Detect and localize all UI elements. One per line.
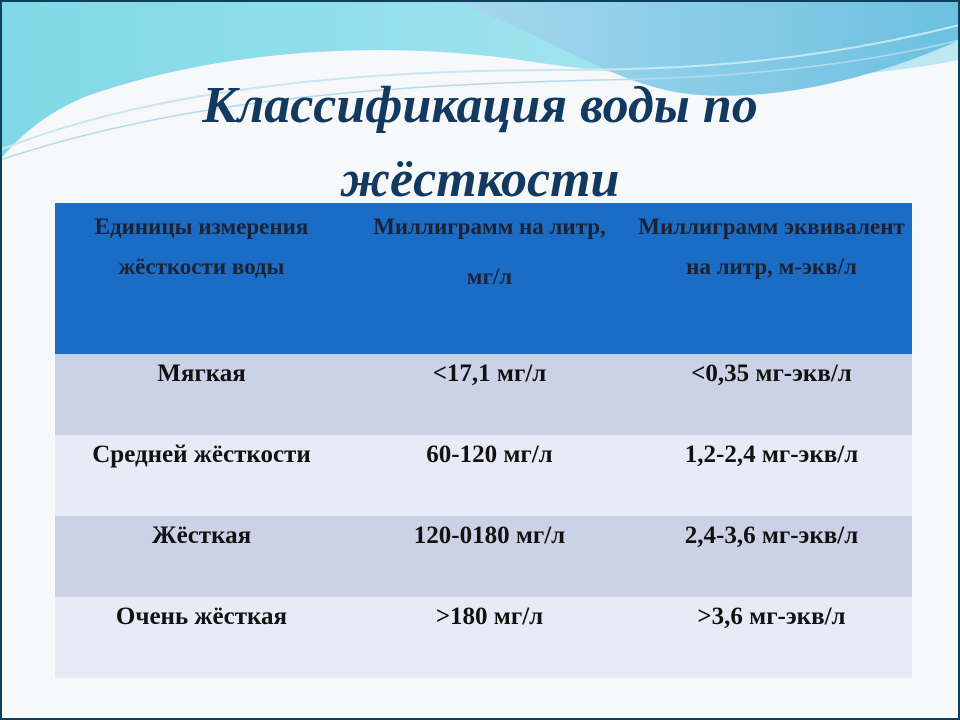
header-meq-label: Миллиграмм эквивалент на литр, м-экв/л [638, 214, 905, 279]
hardness-table: Единицы измерения жёсткости воды Миллигр… [55, 203, 912, 678]
header-mg-label: Миллиграмм на литр, [373, 214, 606, 239]
table-row: Средней жёсткости 60-120 мг/л 1,2-2,4 мг… [55, 435, 912, 516]
slide-title-line2: жёсткости [340, 151, 620, 208]
cell-mg: >180 мг/л [348, 597, 631, 678]
header-meq-per-l: Миллиграмм эквивалент на литр, м-экв/л [631, 203, 912, 354]
table-row: Очень жёсткая >180 мг/л >3,6 мг-экв/л [55, 597, 912, 678]
table-row: Жёсткая 120-0180 мг/л 2,4-3,6 мг-экв/л [55, 516, 912, 597]
cell-category: Очень жёсткая [55, 597, 348, 678]
cell-mg: 60-120 мг/л [348, 435, 631, 516]
table-header-row: Единицы измерения жёсткости воды Миллигр… [55, 203, 912, 354]
cell-category: Средней жёсткости [55, 435, 348, 516]
header-units-label: Единицы измерения жёсткости воды [94, 214, 309, 279]
cell-meq: 1,2-2,4 мг-экв/л [631, 435, 912, 516]
header-units: Единицы измерения жёсткости воды [55, 203, 348, 354]
cell-meq: <0,35 мг-экв/л [631, 354, 912, 435]
cell-mg: <17,1 мг/л [348, 354, 631, 435]
cell-meq: 2,4-3,6 мг-экв/л [631, 516, 912, 597]
header-mg-unit: мг/л [466, 264, 513, 289]
cell-meq: >3,6 мг-экв/л [631, 597, 912, 678]
cell-category: Жёсткая [55, 516, 348, 597]
header-mg-per-l: Миллиграмм на литр, мг/л [348, 203, 631, 354]
slide-title-line1: Классификация воды по [202, 77, 758, 134]
cell-mg: 120-0180 мг/л [348, 516, 631, 597]
table-row: Мягкая <17,1 мг/л <0,35 мг-экв/л [55, 354, 912, 435]
cell-category: Мягкая [55, 354, 348, 435]
